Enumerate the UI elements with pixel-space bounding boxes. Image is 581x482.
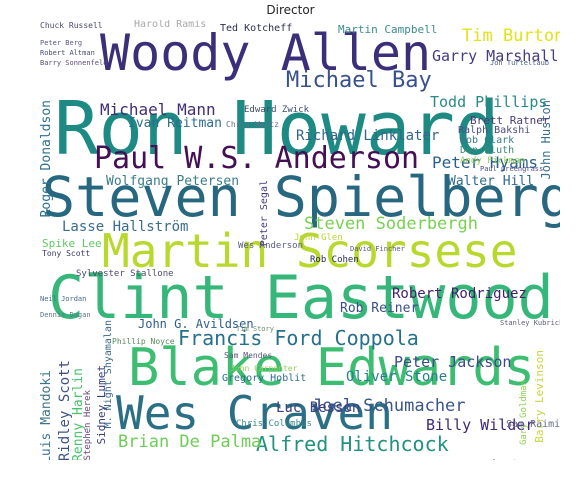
word: Don Bluth <box>460 145 515 156</box>
word: Michael Bay <box>286 68 432 93</box>
word: Dennis Dugan <box>40 311 91 319</box>
word: Ivan Reitman <box>128 116 222 131</box>
word: Luc Besson <box>276 400 361 416</box>
word: Lasse Hallström <box>62 219 189 235</box>
word: Chris Columbus <box>236 419 312 429</box>
word: Ridley Scott <box>57 360 73 460</box>
word: Ralph Bakshi <box>458 125 531 136</box>
word: Harold Ramis <box>134 20 207 30</box>
word: Sidney Lumet <box>95 365 108 445</box>
word: Rob Cohen <box>310 255 359 265</box>
word: Francis Ford Coppola <box>178 326 419 350</box>
word: Billy Wilder <box>426 416 535 434</box>
word: Joel Schumacher <box>312 396 466 416</box>
word: Wes Craven <box>116 386 393 440</box>
word: Tim Burton <box>462 26 560 46</box>
word: Ted Kotcheff <box>220 23 293 34</box>
word-cloud: Woody Allen Ron Howard Steven Spielberg … <box>40 20 560 460</box>
word: Jon Turteltaub <box>490 59 550 67</box>
word: Sylvester Stallone <box>76 269 174 279</box>
word: Tony Scott <box>42 249 91 258</box>
word: Robert Altman <box>40 49 95 57</box>
word: Brian De Palma <box>118 432 262 452</box>
word: Luis Mandoki <box>40 370 54 460</box>
chart-title: Director <box>266 3 315 17</box>
word: Wes Anderson <box>238 241 304 251</box>
word: Andy Fickman <box>460 156 526 166</box>
word: Peter Jackson <box>394 353 512 371</box>
word: John Glen <box>294 233 343 243</box>
word: Bob Clark <box>460 135 515 146</box>
word: David Fincher <box>350 245 405 253</box>
word: Paul Greengrass <box>480 165 544 173</box>
word: Peter Hyams <box>432 153 538 172</box>
word: Paul W.S. Anderson <box>94 141 420 176</box>
word: Barry Sonnenfeld <box>40 59 108 67</box>
word: Edward Zwick <box>244 105 310 115</box>
word: Martin Scorsese <box>102 224 518 278</box>
word: Robert Rodriguez <box>392 286 527 302</box>
word: Brett Ratner <box>470 114 550 127</box>
word: Alfred Hitchcock <box>256 432 449 456</box>
word: Gary Goldman <box>519 380 529 446</box>
word: Blake Edwards <box>128 338 535 398</box>
word: Stanley Kubrick <box>500 319 560 327</box>
word: Roger Donaldson <box>40 100 54 218</box>
word: Oliver Stone <box>346 369 448 385</box>
word: Neil Jordan <box>40 295 87 303</box>
word: Sam Raimi <box>506 419 560 430</box>
word: Phillip Noyce <box>112 337 175 346</box>
word: Sam Mendes <box>224 351 273 360</box>
word: Peter Berg <box>40 39 83 47</box>
word: Stephen Herek <box>83 390 93 460</box>
word: Chuck Russell <box>40 21 103 30</box>
word: Wolfgang Petersen <box>106 174 240 189</box>
word: Clint Eastwood <box>48 263 554 333</box>
word: Richard Linklater <box>296 128 440 144</box>
word: Martin Campbell <box>338 23 438 36</box>
word: Woody Allen <box>100 24 432 82</box>
word: Ron Howard <box>54 86 500 172</box>
word: Gregory Hoblit <box>222 373 307 384</box>
word: John G. Avildsen <box>138 317 254 331</box>
word: Steven Spielberg <box>42 165 560 229</box>
word: Tim Story <box>236 325 274 333</box>
word: Spike Lee <box>42 237 102 250</box>
word: Michael Mann <box>100 100 216 119</box>
word: Steven Soderbergh <box>304 214 478 234</box>
word: Chris Weitz <box>226 120 279 129</box>
word: Todd Phillips <box>430 93 548 111</box>
word: John Carpenter <box>230 364 298 373</box>
word: Garry Marshall <box>432 47 559 65</box>
word: Peter Segal <box>259 180 270 247</box>
word: Rob Reiner <box>340 301 419 316</box>
word: Walter Hill <box>448 174 535 189</box>
